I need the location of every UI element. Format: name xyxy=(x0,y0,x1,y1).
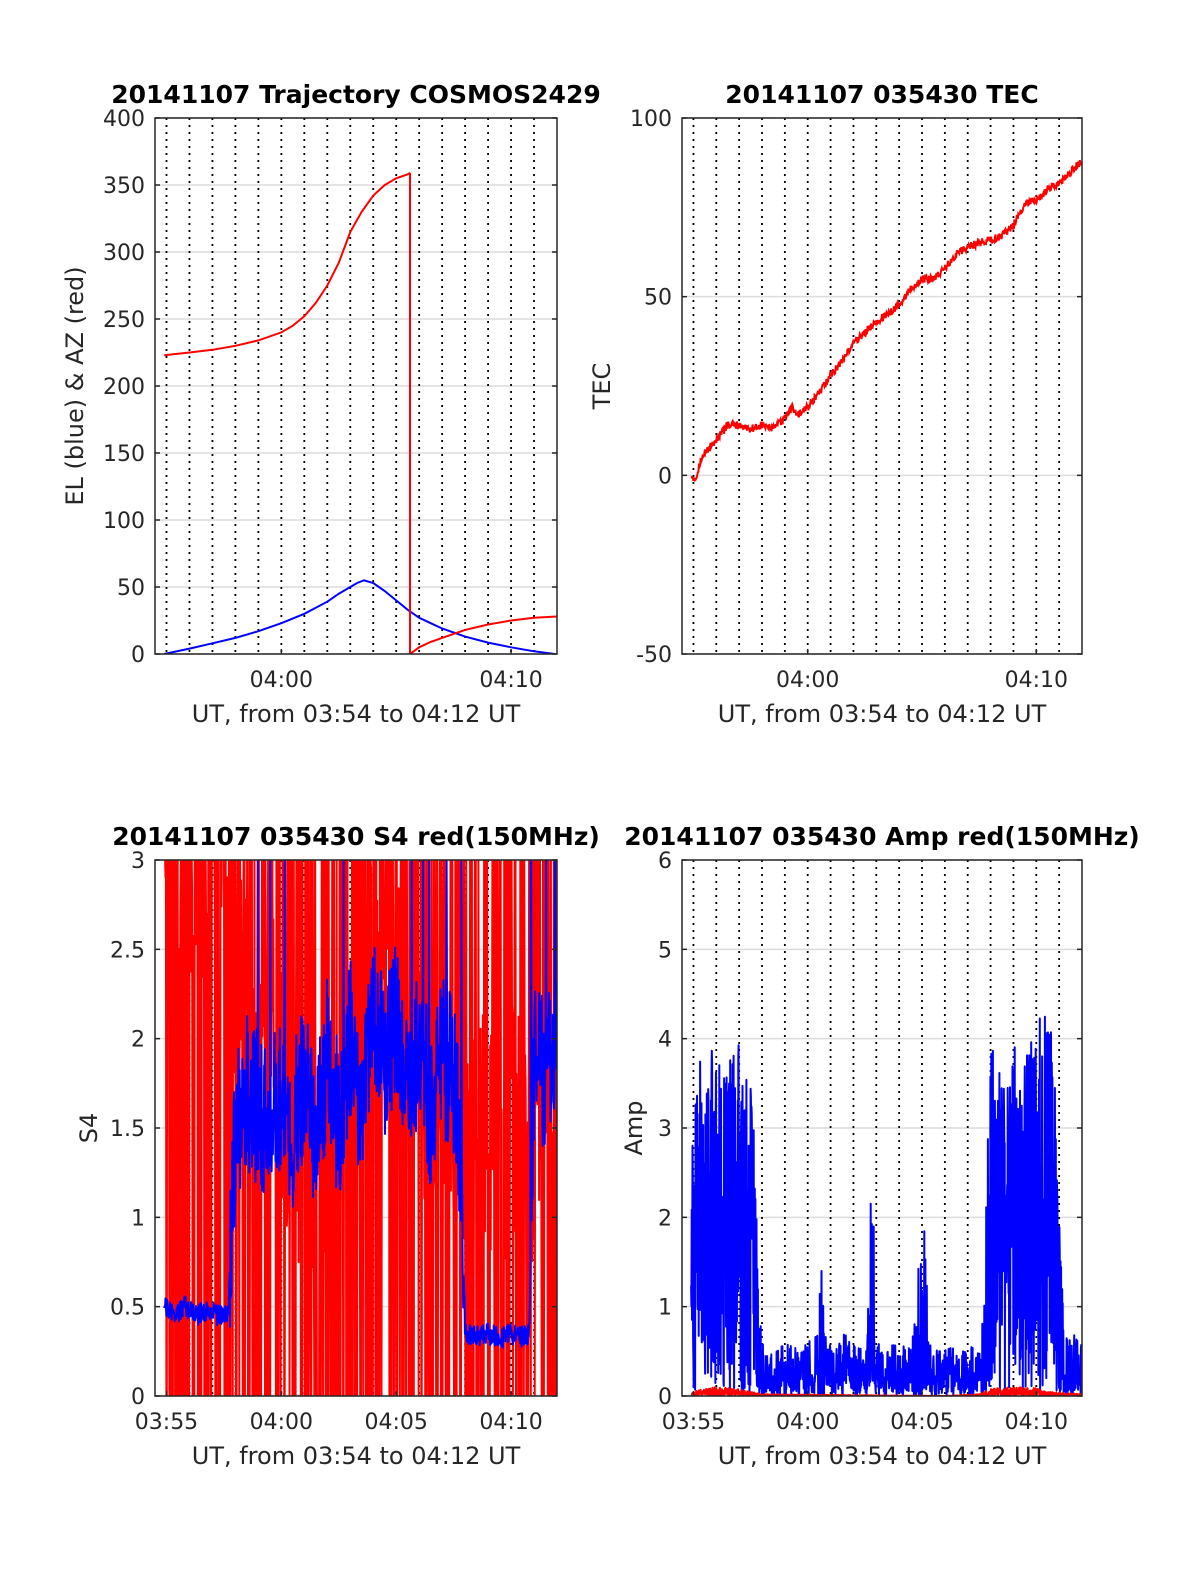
tec-axes-frame xyxy=(681,117,1083,655)
tec-ytick-label: -50 xyxy=(636,643,672,668)
amp-panel: 0 1 2 3 4 5 6 03:55 04:00 04:05 04:10 20141107 03… xyxy=(620,822,1140,1470)
amp-ytick-label: 6 xyxy=(658,849,672,874)
s4-xtick-label: 04:00 xyxy=(250,1410,313,1435)
amp-ytick-label: 0 xyxy=(658,1385,672,1410)
s4-plot-area xyxy=(163,860,557,1396)
amp-xtick-label: 04:00 xyxy=(776,1410,839,1435)
trajectory-x-ticks: 04:00 04:10 xyxy=(250,649,543,693)
amp-xtick-label: 04:05 xyxy=(890,1410,953,1435)
amp-ytick-label: 1 xyxy=(658,1296,672,1321)
amp-title: 20141107 035430 Amp red(150MHz) xyxy=(624,822,1140,851)
trajectory-ytick-label: 250 xyxy=(103,308,145,333)
amp-xlabel: UT, from 03:54 to 04:12 UT xyxy=(718,1442,1047,1470)
trajectory-y-ticks: 0 50 100 150 200 250 300 350 400 xyxy=(103,107,557,668)
s4-series-red-line xyxy=(163,860,557,1396)
tec-plot-area xyxy=(690,159,1082,483)
tec-x-ticks: 04:00 04:10 xyxy=(776,649,1068,693)
trajectory-title: 20141107 Trajectory COSMOS2429 xyxy=(111,80,601,109)
amp-ytick-label: 5 xyxy=(658,938,672,963)
tec-ytick-label: 50 xyxy=(644,286,672,311)
trajectory-ytick-label: 50 xyxy=(117,576,145,601)
amp-ylabel: Amp xyxy=(620,1100,648,1155)
s4-ytick-label: 3 xyxy=(131,849,145,874)
s4-xtick-label: 04:10 xyxy=(479,1410,542,1435)
s4-x-ticks: 03:55 04:00 04:05 04:10 xyxy=(135,1391,543,1435)
s4-xlabel: UT, from 03:54 to 04:12 UT xyxy=(192,1442,521,1470)
trajectory-ytick-label: 200 xyxy=(103,375,145,400)
trajectory-ytick-label: 0 xyxy=(131,643,145,668)
tec-ytick-label: 0 xyxy=(658,464,672,489)
trajectory-ytick-label: 100 xyxy=(103,509,145,534)
s4-series-blue-line xyxy=(163,860,557,1349)
amp-series-blue-line xyxy=(690,1015,1082,1396)
s4-ytick-label: 2 xyxy=(131,1028,145,1053)
s4-panel: 0 0.5 1 1.5 2 2.5 3 03:55 04:00 04:05 04:10 20141… xyxy=(75,822,600,1470)
trajectory-ytick-label: 400 xyxy=(103,107,145,132)
tec-xlabel: UT, from 03:54 to 04:12 UT xyxy=(718,700,1047,728)
s4-ytick-label: 0.5 xyxy=(110,1296,145,1321)
tec-ytick-label: 100 xyxy=(630,107,672,132)
tec-panel: -50 0 50 100 04:00 04:10 20141107 035430 TEC… xyxy=(588,80,1083,728)
amp-ytick-label: 3 xyxy=(658,1117,672,1142)
trajectory-xlabel: UT, from 03:54 to 04:12 UT xyxy=(192,700,521,728)
s4-xtick-label: 04:05 xyxy=(364,1410,427,1435)
trajectory-series-red-seg2-line xyxy=(409,172,557,654)
amp-xtick-label: 04:10 xyxy=(1005,1410,1068,1435)
tec-series-red-line xyxy=(690,159,1082,483)
s4-ytick-label: 1.5 xyxy=(110,1117,145,1142)
tec-y-ticks: -50 0 50 100 xyxy=(630,107,1082,668)
trajectory-ytick-label: 150 xyxy=(103,442,145,467)
trajectory-series-blue-line xyxy=(163,579,555,654)
trajectory-xtick-label: 04:00 xyxy=(250,668,313,693)
trajectory-panel: 0 50 100 150 200 250 300 350 400 04:00 04:10 2014… xyxy=(61,80,601,728)
tec-xtick-label: 04:00 xyxy=(776,668,839,693)
s4-title: 20141107 035430 S4 red(150MHz) xyxy=(112,822,600,851)
amp-ytick-label: 4 xyxy=(658,1028,672,1053)
amp-x-ticks: 03:55 04:00 04:05 04:10 xyxy=(662,1391,1068,1435)
trajectory-ylabel: EL (blue) & AZ (red) xyxy=(61,266,89,505)
tec-xtick-label: 04:10 xyxy=(1005,668,1068,693)
s4-ytick-label: 0 xyxy=(131,1385,145,1410)
s4-ylabel: S4 xyxy=(75,1113,103,1144)
trajectory-xtick-label: 04:10 xyxy=(479,668,542,693)
amp-xtick-label: 03:55 xyxy=(662,1410,725,1435)
s4-ytick-label: 2.5 xyxy=(110,938,145,963)
trajectory-ytick-label: 350 xyxy=(103,174,145,199)
s4-ytick-label: 1 xyxy=(131,1206,145,1231)
tec-title: 20141107 035430 TEC xyxy=(725,80,1038,109)
tec-ylabel: TEC xyxy=(588,363,616,411)
trajectory-ytick-label: 300 xyxy=(103,241,145,266)
trajectory-plot-area xyxy=(163,172,557,654)
amp-ytick-label: 2 xyxy=(658,1206,672,1231)
trajectory-series-red-seg1-line xyxy=(164,172,411,357)
s4-y-ticks: 0 0.5 1 1.5 2 2.5 3 xyxy=(110,849,557,1410)
amp-y-ticks: 0 1 2 3 4 5 6 xyxy=(658,849,1082,1410)
s4-xtick-label: 03:55 xyxy=(135,1410,198,1435)
